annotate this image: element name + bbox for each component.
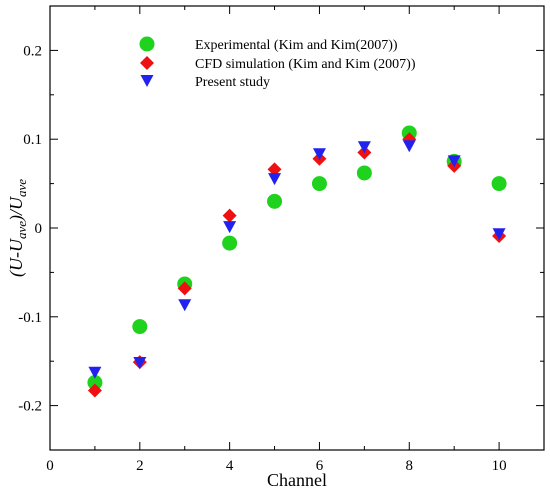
circle-data-point — [267, 193, 283, 209]
triangle-down-data-point — [447, 155, 461, 168]
diamond-data-point — [177, 281, 192, 296]
legend-marker-diamond — [140, 56, 154, 70]
diamond-data-point — [267, 162, 282, 177]
circle-data-point — [356, 165, 372, 181]
diamond-data-point — [87, 383, 102, 398]
triangle-down-data-point — [268, 173, 282, 186]
triangle-down-data-point — [312, 148, 326, 161]
y-axis-title: (U-Uave)/Uave — [6, 179, 29, 277]
y-tick-label: 0 — [35, 221, 43, 237]
circle-data-point — [491, 176, 507, 192]
y-tick-label: -0.2 — [18, 399, 42, 415]
legend-marker-circle — [139, 36, 155, 52]
x-tick-label: 10 — [492, 458, 507, 474]
triangle-down-data-point — [492, 228, 506, 241]
legend: Experimental (Kim and Kim(2007)) CFD simu… — [139, 36, 416, 90]
x-tick-label: 8 — [406, 458, 414, 474]
x-tick-label: 4 — [226, 458, 234, 474]
diamond-data-point — [222, 208, 237, 223]
legend-label: Present study — [195, 75, 270, 90]
data-markers — [87, 125, 507, 398]
circle-data-point — [87, 375, 103, 391]
x-tick-label: 6 — [316, 458, 324, 474]
y-tick-label: 0.1 — [23, 132, 42, 148]
y-tick-label: -0.1 — [18, 310, 42, 326]
triangle-down-data-point — [133, 356, 147, 369]
triangle-down-data-point — [402, 140, 416, 153]
legend-label: Experimental (Kim and Kim(2007)) — [195, 38, 398, 53]
x-axis-title: Channel — [267, 470, 327, 490]
triangle-down-data-point — [357, 141, 371, 154]
triangle-down-data-point — [88, 366, 102, 379]
legend-marker-triangle-down — [140, 75, 154, 87]
x-tick-label: 0 — [46, 458, 54, 474]
x-tick-label: 2 — [136, 458, 144, 474]
legend-label: CFD simulation (Kim and Kim (2007)) — [195, 57, 416, 72]
circle-data-point — [311, 176, 327, 192]
circle-data-point — [222, 235, 238, 251]
triangle-down-data-point — [178, 299, 192, 312]
plot-frame — [49, 5, 545, 451]
ticks: 0 2 4 6 8 10 -0.2 -0.1 0 0.1 0.2 — [18, 5, 545, 474]
triangle-down-data-point — [223, 221, 237, 234]
circle-data-point — [132, 319, 148, 335]
y-tick-label: 0.2 — [23, 43, 42, 59]
